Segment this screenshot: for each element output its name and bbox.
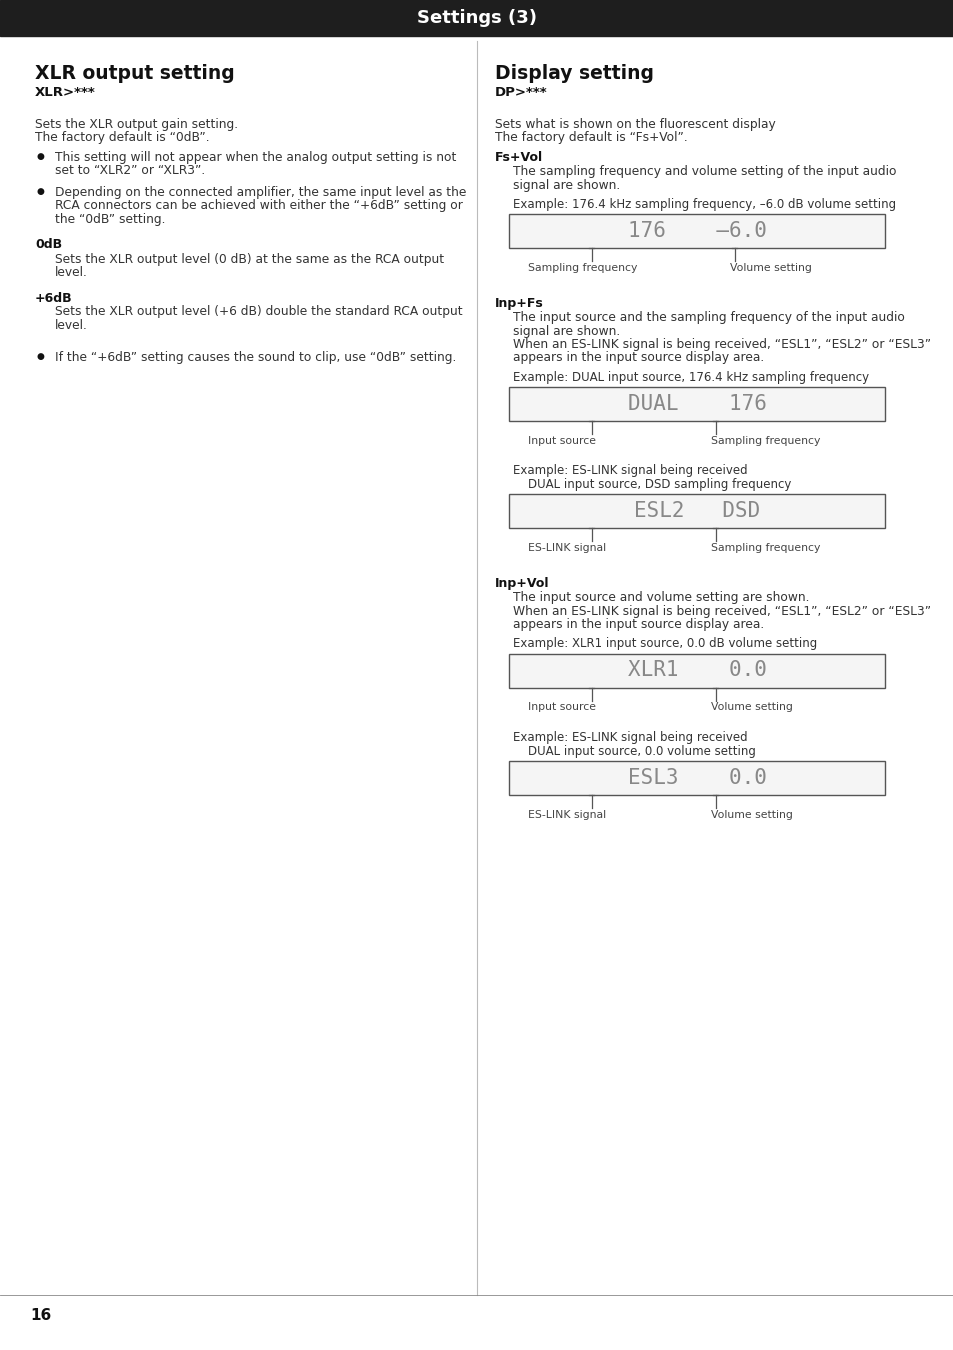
Text: When an ES-LINK signal is being received, “ESL1”, “ESL2” or “ESL3”: When an ES-LINK signal is being received… xyxy=(513,605,930,617)
Text: Sets the XLR output level (0 dB) at the same as the RCA output: Sets the XLR output level (0 dB) at the … xyxy=(55,252,444,266)
Text: Inp+Vol: Inp+Vol xyxy=(495,576,549,590)
Text: ESL3    0.0: ESL3 0.0 xyxy=(627,768,765,787)
Text: DUAL    176: DUAL 176 xyxy=(627,394,765,414)
Bar xyxy=(509,494,884,528)
Text: ●: ● xyxy=(37,153,45,161)
Text: Fs+Vol: Fs+Vol xyxy=(495,151,542,163)
Text: ES-LINK signal: ES-LINK signal xyxy=(527,543,605,554)
Text: Depending on the connected amplifier, the same input level as the: Depending on the connected amplifier, th… xyxy=(55,186,466,198)
Bar xyxy=(509,387,884,421)
Text: Inp+Fs: Inp+Fs xyxy=(495,297,543,310)
Text: ●: ● xyxy=(37,188,45,196)
Text: Sampling frequency: Sampling frequency xyxy=(527,263,637,273)
Text: 0dB: 0dB xyxy=(35,239,62,251)
Text: 16: 16 xyxy=(30,1308,51,1323)
Text: level.: level. xyxy=(55,319,88,332)
Text: ES-LINK signal: ES-LINK signal xyxy=(527,810,605,819)
Text: Example: DUAL input source, 176.4 kHz sampling frequency: Example: DUAL input source, 176.4 kHz sa… xyxy=(513,371,868,383)
Text: Input source: Input source xyxy=(527,702,596,713)
Text: Sets the XLR output level (+6 dB) double the standard RCA output: Sets the XLR output level (+6 dB) double… xyxy=(55,305,462,319)
Bar xyxy=(509,215,884,248)
Text: If the “+6dB” setting causes the sound to clip, use “0dB” setting.: If the “+6dB” setting causes the sound t… xyxy=(55,351,456,363)
Text: The factory default is “0dB”.: The factory default is “0dB”. xyxy=(35,131,210,144)
Text: Settings (3): Settings (3) xyxy=(416,9,537,27)
Text: The input source and volume setting are shown.: The input source and volume setting are … xyxy=(513,591,809,603)
Text: RCA connectors can be achieved with either the “+6dB” setting or: RCA connectors can be achieved with eith… xyxy=(55,200,462,212)
Text: DUAL input source, DSD sampling frequency: DUAL input source, DSD sampling frequenc… xyxy=(513,478,791,491)
Text: The input source and the sampling frequency of the input audio: The input source and the sampling freque… xyxy=(513,310,904,324)
Text: Example: 176.4 kHz sampling frequency, –6.0 dB volume setting: Example: 176.4 kHz sampling frequency, –… xyxy=(513,198,895,211)
Text: Sets what is shown on the fluorescent display: Sets what is shown on the fluorescent di… xyxy=(495,117,775,131)
Text: The factory default is “Fs+Vol”.: The factory default is “Fs+Vol”. xyxy=(495,131,687,144)
Text: This setting will not appear when the analog output setting is not: This setting will not appear when the an… xyxy=(55,151,456,163)
Text: signal are shown.: signal are shown. xyxy=(513,324,619,338)
Text: signal are shown.: signal are shown. xyxy=(513,178,619,192)
Text: level.: level. xyxy=(55,266,88,279)
Text: set to “XLR2” or “XLR3”.: set to “XLR2” or “XLR3”. xyxy=(55,165,205,177)
Text: Volume setting: Volume setting xyxy=(710,702,792,713)
Text: +6dB: +6dB xyxy=(35,292,72,305)
Text: XLR1    0.0: XLR1 0.0 xyxy=(627,660,765,680)
Text: Display setting: Display setting xyxy=(495,63,654,82)
Text: XLR output setting: XLR output setting xyxy=(35,63,234,82)
Text: ●: ● xyxy=(37,351,45,360)
Bar xyxy=(509,653,884,687)
Text: Sampling frequency: Sampling frequency xyxy=(710,543,820,554)
Text: XLR>***: XLR>*** xyxy=(35,86,95,99)
Text: appears in the input source display area.: appears in the input source display area… xyxy=(513,618,763,630)
Text: DUAL input source, 0.0 volume setting: DUAL input source, 0.0 volume setting xyxy=(513,744,755,757)
Text: Sets the XLR output gain setting.: Sets the XLR output gain setting. xyxy=(35,117,238,131)
Text: Volume setting: Volume setting xyxy=(710,810,792,819)
Text: Example: ES-LINK signal being received: Example: ES-LINK signal being received xyxy=(513,464,747,477)
Text: The sampling frequency and volume setting of the input audio: The sampling frequency and volume settin… xyxy=(513,165,896,178)
Text: appears in the input source display area.: appears in the input source display area… xyxy=(513,351,763,364)
Text: Sampling frequency: Sampling frequency xyxy=(710,436,820,446)
Text: Volume setting: Volume setting xyxy=(729,263,811,273)
Bar xyxy=(0,0,953,36)
Text: DP>***: DP>*** xyxy=(495,86,547,99)
Text: ESL2   DSD: ESL2 DSD xyxy=(633,501,760,521)
Text: Example: XLR1 input source, 0.0 dB volume setting: Example: XLR1 input source, 0.0 dB volum… xyxy=(513,637,817,651)
Bar xyxy=(509,760,884,795)
Text: Input source: Input source xyxy=(527,436,596,446)
Text: the “0dB” setting.: the “0dB” setting. xyxy=(55,213,165,225)
Text: When an ES-LINK signal is being received, “ESL1”, “ESL2” or “ESL3”: When an ES-LINK signal is being received… xyxy=(513,338,930,351)
Text: Example: ES-LINK signal being received: Example: ES-LINK signal being received xyxy=(513,730,747,744)
Text: 176    –6.0: 176 –6.0 xyxy=(627,221,765,242)
